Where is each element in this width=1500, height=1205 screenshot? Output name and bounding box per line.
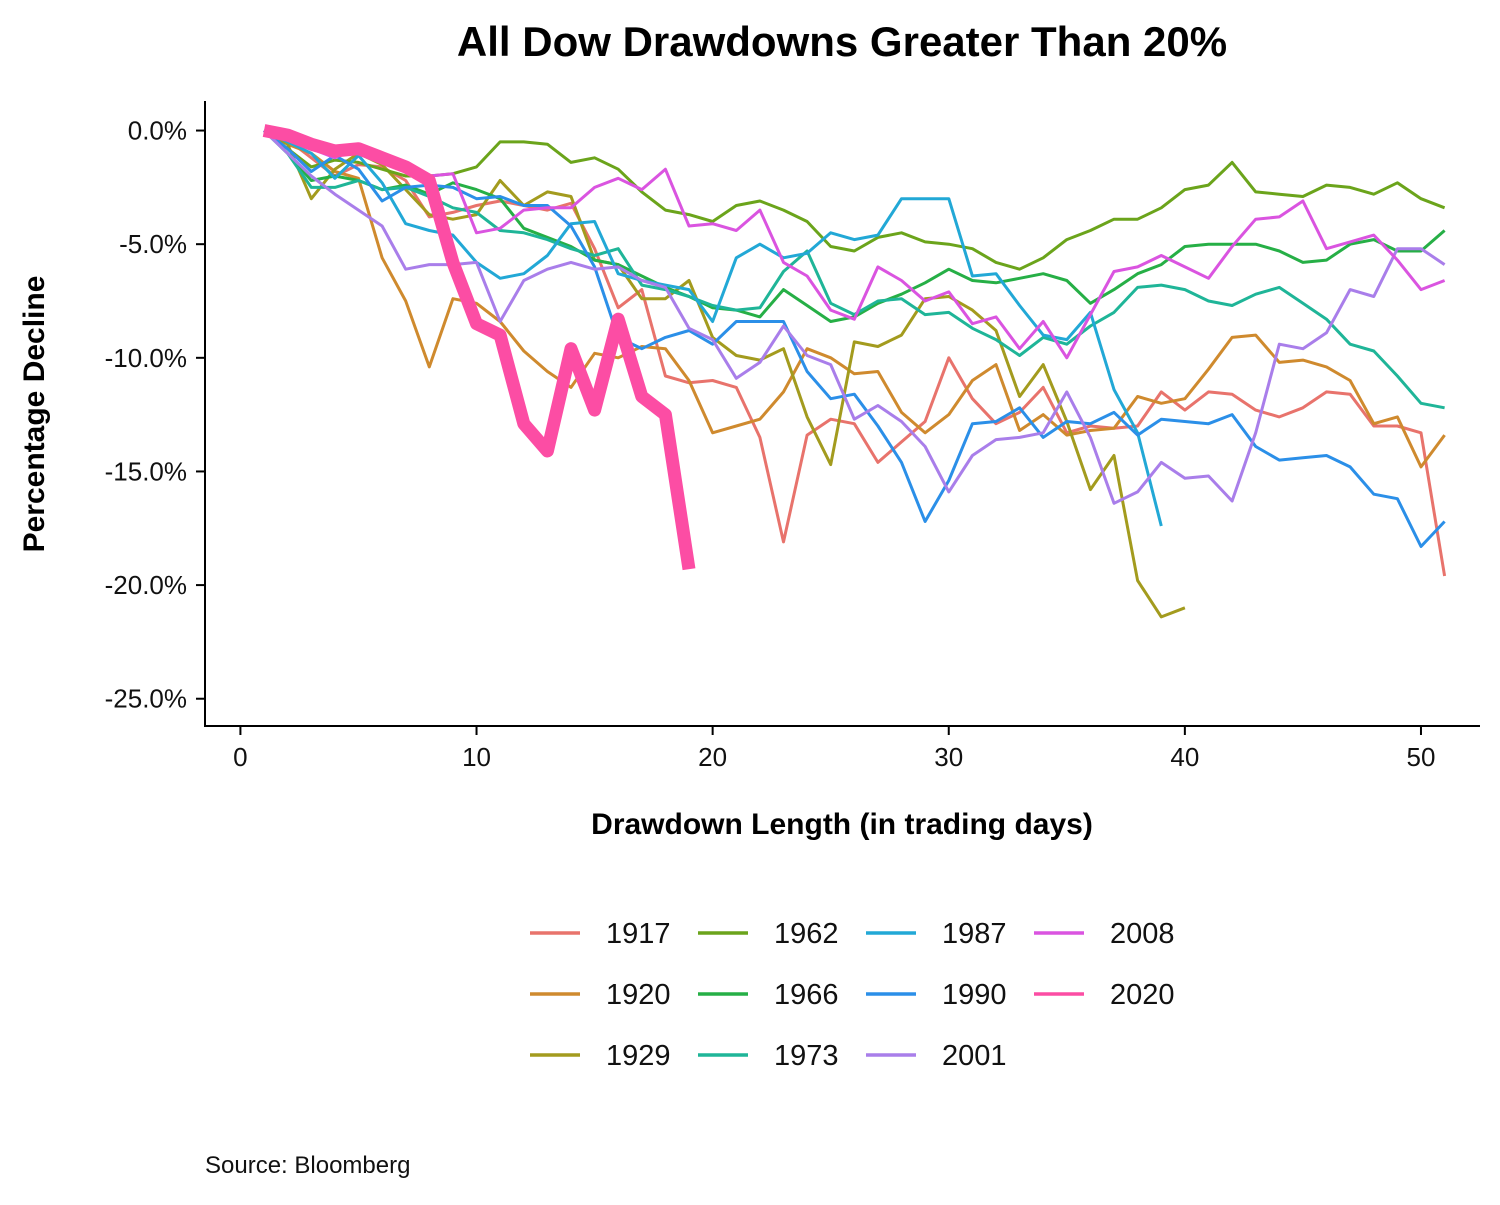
legend-item-1917: 1917: [530, 918, 671, 950]
legend-label-2008: 2008: [1110, 918, 1175, 950]
x-tick-label-30: 30: [934, 742, 963, 772]
x-ticks: 0 10 20 30 40 50: [233, 726, 1435, 772]
legend-item-2020: 2020: [1034, 979, 1175, 1011]
x-tick-label-50: 50: [1407, 742, 1436, 772]
legend-item-1990: 1990: [866, 979, 1007, 1011]
legend-item-2001: 2001: [866, 1040, 1007, 1072]
y-ticks: 0.0% -5.0% -10.0% -15.0% -20.0% -25.0%: [105, 116, 205, 714]
series-line-1973: [262, 129, 1445, 410]
legend-item-2008: 2008: [1034, 918, 1175, 950]
legend-label-1920: 1920: [606, 979, 671, 1011]
series-line-1962: [263, 129, 1446, 271]
y-tick-label-25-0: -25.0%: [105, 684, 187, 714]
y-tick-label-0-0: 0.0%: [128, 116, 187, 146]
x-tick-label-10: 10: [462, 742, 491, 772]
legend-item-1920: 1920: [530, 979, 671, 1011]
chart-title: All Dow Drawdowns Greater Than 20%: [457, 18, 1227, 65]
legend-label-2020: 2020: [1110, 979, 1175, 1011]
legend-item-1966: 1966: [698, 979, 839, 1011]
legend-label-1929: 1929: [606, 1040, 671, 1072]
x-axis-title: Drawdown Length (in trading days): [591, 808, 1093, 841]
legend-label-1973: 1973: [774, 1040, 839, 1072]
source-note: Source: Bloomberg: [205, 1152, 410, 1179]
series-line-1917: [263, 129, 1447, 577]
y-tick-label-10-0: -10.0%: [105, 343, 187, 373]
legend-label-1917: 1917: [606, 918, 671, 950]
y-tick-label-15-0: -15.0%: [105, 456, 187, 486]
legend-label-2001: 2001: [942, 1040, 1007, 1072]
legend-label-1990: 1990: [942, 979, 1007, 1011]
plot-area: [262, 124, 1447, 619]
legend-item-1987: 1987: [866, 918, 1007, 950]
y-tick-label-5-0: -5.0%: [119, 229, 187, 259]
legend-item-1973: 1973: [698, 1040, 839, 1072]
series-line-1929: [263, 129, 1186, 619]
series-line-2008: [263, 129, 1446, 360]
legend: 1917 1920 1929 1962 1966 1973 1987 1990 2001 2008…: [530, 918, 1175, 1072]
series-line-2001: [262, 129, 1446, 505]
legend-label-1966: 1966: [774, 979, 839, 1011]
series-line-1987: [263, 129, 1163, 527]
legend-label-1987: 1987: [942, 918, 1007, 950]
legend-label-1962: 1962: [774, 918, 839, 950]
x-tick-label-40: 40: [1170, 742, 1199, 772]
y-tick-label-20-0: -20.0%: [105, 570, 187, 600]
x-tick-label-20: 20: [698, 742, 727, 772]
axes: [204, 101, 1480, 727]
legend-item-1962: 1962: [698, 918, 839, 950]
series-line-2020: [262, 124, 696, 571]
x-tick-label-0: 0: [233, 742, 247, 772]
legend-item-1929: 1929: [530, 1040, 671, 1072]
y-axis-title: Percentage Decline: [18, 276, 51, 553]
